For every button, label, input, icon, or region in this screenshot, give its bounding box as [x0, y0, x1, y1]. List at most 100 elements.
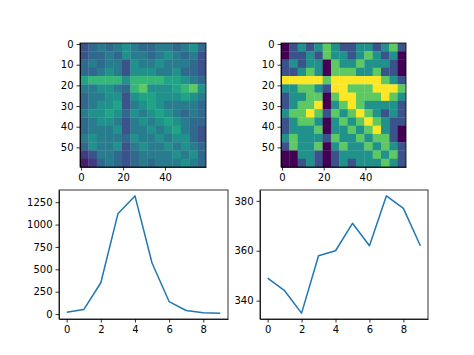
tick: 40	[262, 121, 281, 132]
heatmap-cell	[389, 142, 398, 151]
heatmap-cell	[88, 101, 97, 110]
heatmap-cell	[172, 76, 181, 85]
heatmap-cell	[172, 43, 181, 52]
heatmap-cell	[198, 93, 206, 102]
heatmap-cell	[80, 126, 89, 135]
heatmap-cell	[156, 101, 165, 110]
heatmap-cell	[147, 93, 156, 102]
tick: 0	[67, 39, 80, 50]
tick: 30	[61, 101, 80, 112]
heatmap-cell	[289, 142, 298, 151]
heatmap-cell	[398, 101, 406, 110]
tick: 50	[262, 142, 281, 153]
heatmap-cell	[348, 159, 357, 167]
heatmap-cell	[398, 68, 406, 77]
heatmap-cell	[306, 60, 315, 69]
heatmap-cell	[331, 93, 340, 102]
heatmap-cell	[298, 51, 307, 60]
heatmap-cell	[364, 93, 373, 102]
tick: 30	[262, 101, 281, 112]
tick-mark	[101, 319, 102, 323]
heatmap-cell	[356, 93, 365, 102]
heatmap-cell	[181, 84, 190, 93]
data-line	[67, 196, 221, 313]
heatmap-cell	[373, 117, 382, 126]
heatmap-cell	[189, 101, 198, 110]
heatmap-cell	[156, 51, 165, 60]
heatmap-cell	[122, 134, 131, 143]
heatmap-cell	[88, 142, 97, 151]
tick-label: 20	[262, 80, 275, 91]
tick: 340	[234, 295, 260, 306]
heatmap-cell	[156, 126, 165, 135]
heatmap-cell	[306, 51, 315, 60]
tick-mark	[77, 106, 81, 107]
heatmap-cell	[281, 93, 290, 102]
heatmap-cell	[381, 51, 390, 60]
heatmap-cell	[364, 159, 373, 167]
heatmap-cell	[339, 68, 348, 77]
tick: 250	[33, 286, 59, 297]
heatmap-cell	[122, 76, 131, 85]
heatmap-cell	[339, 134, 348, 143]
heatmap-cell	[381, 109, 390, 118]
heatmap-cell	[198, 60, 206, 69]
x-axis: 02040	[78, 167, 206, 183]
heatmap-cell	[88, 93, 97, 102]
heatmap-cell	[281, 109, 290, 118]
heatmap-cell	[381, 76, 390, 85]
figure: 0204001020304050020400102030405002468025…	[0, 0, 474, 355]
heatmap-cell	[80, 117, 89, 126]
heatmap-cell	[281, 76, 290, 85]
heatmap-cell	[147, 101, 156, 110]
heatmap-cell	[130, 84, 139, 93]
heatmap-cell	[314, 76, 323, 85]
heatmap-cell	[198, 101, 206, 110]
heatmap-cell	[80, 142, 89, 151]
tick-label: 20	[318, 172, 331, 183]
heatmap-cell	[389, 134, 398, 143]
tick-label: 340	[234, 295, 253, 306]
heatmap-cell	[80, 159, 89, 167]
plot-frame	[260, 190, 428, 319]
heatmap-cell	[198, 159, 206, 167]
heatmap-cell	[348, 93, 357, 102]
tick-label: 8	[201, 324, 207, 335]
heatmap-cell	[298, 109, 307, 118]
tick-label: 0	[46, 309, 52, 320]
heatmap-cell	[381, 150, 390, 159]
heatmap-cell	[122, 109, 131, 118]
heatmap-cell	[364, 60, 373, 69]
heatmap-cell	[164, 150, 173, 159]
heatmap-cell	[314, 150, 323, 159]
heatmap-cell	[323, 76, 332, 85]
heatmap-cell	[298, 84, 307, 93]
heatmap-cell	[389, 159, 398, 167]
heatmap-cell	[164, 159, 173, 167]
axis-line	[281, 44, 282, 168]
tick-label: 250	[33, 286, 52, 297]
heatmap-cell	[289, 109, 298, 118]
heatmap-cell	[156, 84, 165, 93]
heatmap-cell	[80, 60, 89, 69]
heatmap-cell	[172, 142, 181, 151]
heatmap-cell	[114, 150, 123, 159]
subplot: 02468025050075010001250	[27, 190, 228, 335]
heatmap-cell	[139, 76, 148, 85]
heatmap-cell	[306, 68, 315, 77]
heatmap-cell	[339, 51, 348, 60]
heatmap-cell	[147, 109, 156, 118]
heatmap-cell	[97, 76, 106, 85]
heatmap-cell	[381, 142, 390, 151]
heatmap-cell	[80, 150, 89, 159]
heatmap-cell	[364, 134, 373, 143]
heatmap-cell	[130, 68, 139, 77]
heatmap-cell	[181, 142, 190, 151]
heatmap-cell	[181, 68, 190, 77]
heatmap-cell	[181, 150, 190, 159]
heatmap-cell	[114, 43, 123, 52]
heatmap-cell	[147, 150, 156, 159]
plot-frame	[59, 190, 228, 319]
heatmap-cell	[314, 159, 323, 167]
heatmap-cell	[298, 101, 307, 110]
